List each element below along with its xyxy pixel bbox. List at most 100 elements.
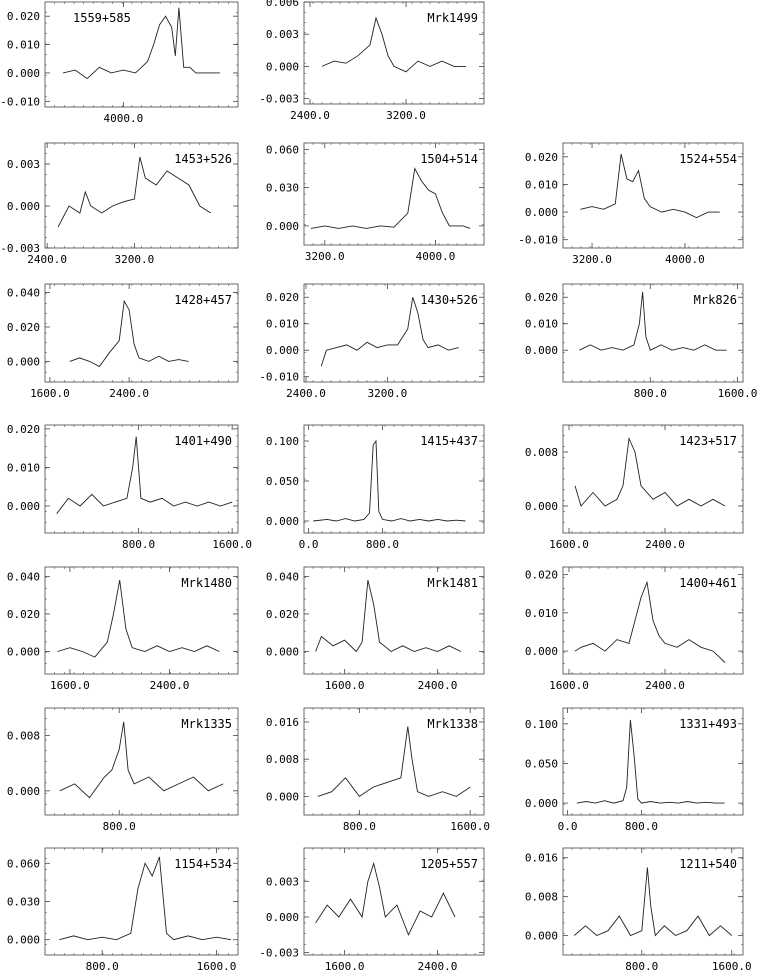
x-tick-label: 2400.0: [150, 679, 190, 692]
spectrum-panel: 0.000 0.008 1600.0 2400.0 1423+517: [525, 424, 744, 551]
x-tick-label: 1600.0: [712, 960, 752, 972]
panel-title: Mrk1338: [427, 717, 478, 731]
y-tick-label: 0.030: [7, 896, 40, 909]
y-tick-label: 0.030: [266, 182, 299, 195]
y-tick-label: 0.010: [7, 461, 40, 474]
panel-title: 1205+557: [420, 857, 478, 871]
y-tick-label: 0.010: [7, 39, 40, 52]
y-tick-label: 0.000: [266, 515, 299, 528]
x-tick-label: 1600.0: [197, 960, 237, 972]
y-tick-label: 0.020: [7, 608, 40, 621]
x-tick-label: 0.0: [558, 820, 578, 833]
y-tick-label: -0.010: [0, 95, 40, 108]
y-tick-label: 0.000: [7, 200, 40, 213]
minor-ticks: [45, 567, 238, 674]
x-tick-label: 1600.0: [325, 960, 365, 972]
y-tick-label: 0.000: [525, 797, 558, 810]
panel-title: 1524+554: [679, 152, 737, 166]
y-tick-label: 0.060: [266, 143, 299, 156]
x-tick-label: 2400.0: [109, 387, 149, 400]
x-tick-label: 800.0: [625, 820, 658, 833]
spectrum-line: [57, 156, 211, 228]
y-tick-label: 0.020: [7, 423, 40, 436]
spectrum-panel: 0.000 0.020 0.040 1600.0 2400.0 Mrk1480: [7, 566, 239, 692]
y-tick-label: 0.000: [7, 645, 40, 658]
y-tick-label: 0.020: [525, 569, 558, 582]
panel-title: Mrk826: [694, 293, 737, 307]
y-tick-label: 0.010: [266, 318, 299, 331]
x-tick-label: 1600.0: [549, 679, 589, 692]
x-tick-label: 4000.0: [416, 250, 456, 263]
spectrum-panel: -0.010 0.000 0.010 0.020 3200.0 4000.0 1524+55…: [518, 142, 744, 266]
minor-ticks: [563, 848, 743, 955]
spectrum-line: [574, 580, 726, 663]
minor-ticks: [45, 708, 238, 815]
spectrum-panel: 0.000 0.008 800.0 Mrk1335: [7, 707, 239, 833]
y-tick-label: 0.000: [7, 500, 40, 513]
y-tick-label: 0.020: [266, 291, 299, 304]
spectrum-line: [579, 291, 727, 351]
y-tick-label: 0.000: [7, 934, 40, 947]
x-tick-label: 3200.0: [305, 250, 345, 263]
y-tick-label: 0.060: [7, 857, 40, 870]
x-tick-label: 2400.0: [290, 109, 330, 122]
x-tick-label: 1600.0: [718, 387, 758, 400]
x-tick-label: 800.0: [625, 960, 658, 972]
y-tick-label: 0.040: [266, 570, 299, 583]
x-tick-label: 2400.0: [286, 387, 326, 400]
spectrum-line: [320, 297, 459, 367]
spectrum-panel: -0.010 0.000 0.010 0.020 2400.0 3200.0 1430+52…: [259, 283, 485, 400]
y-tick-label: 0.050: [525, 757, 558, 770]
panel-title: Mrk1499: [427, 11, 478, 25]
y-tick-label: 0.010: [525, 178, 558, 191]
minor-ticks: [563, 143, 743, 248]
minor-ticks: [304, 143, 484, 245]
x-tick-label: 0.0: [299, 538, 319, 551]
panel-title: 1331+493: [679, 717, 737, 731]
spectrum-panel: -0.003 0.000 0.003 0.006 2400.0 3200.0 Mrk1499: [259, 0, 485, 122]
y-tick-label: 0.008: [7, 730, 40, 743]
y-tick-label: -0.003: [259, 93, 299, 106]
y-tick-label: 0.000: [7, 785, 40, 798]
y-tick-label: 0.000: [266, 790, 299, 803]
spectrum-panel: 0.000 0.010 0.020 800.0 1600.0 1401+490: [7, 423, 252, 551]
y-tick-label: 0.008: [266, 753, 299, 766]
spectrum-panel: 0.000 0.050 0.100 0.0 800.0 1331+493: [525, 707, 744, 833]
y-tick-label: 0.040: [7, 570, 40, 583]
y-tick-label: 0.000: [266, 645, 299, 658]
x-tick-label: 2400.0: [27, 253, 67, 266]
y-tick-label: 0.010: [525, 318, 558, 331]
minor-ticks: [304, 567, 484, 674]
y-tick-label: 0.000: [266, 344, 299, 357]
y-tick-label: 0.008: [525, 446, 558, 459]
y-tick-label: 0.000: [525, 645, 558, 658]
y-tick-label: 0.020: [266, 608, 299, 621]
x-tick-label: 1600.0: [50, 679, 90, 692]
spectrum-line: [59, 856, 231, 941]
y-tick-label: -0.010: [259, 371, 299, 384]
y-tick-label: 0.006: [266, 0, 299, 9]
minor-ticks: [304, 708, 484, 815]
y-tick-label: 0.010: [525, 607, 558, 620]
x-tick-label: 800.0: [122, 538, 155, 551]
spectrum-line: [576, 719, 725, 804]
panel-title: 1415+437: [420, 434, 478, 448]
y-tick-label: -0.010: [518, 234, 558, 247]
panel-title: 1401+490: [174, 434, 232, 448]
y-tick-label: 0.000: [525, 500, 558, 513]
panel-title: 1400+461: [679, 576, 737, 590]
minor-ticks: [304, 425, 484, 533]
x-tick-label: 4000.0: [665, 253, 705, 266]
x-tick-label: 800.0: [103, 820, 136, 833]
spectrum-line: [574, 436, 726, 507]
x-tick-label: 3200.0: [572, 253, 612, 266]
y-tick-label: 0.020: [7, 10, 40, 23]
panel-title: 1211+540: [679, 857, 737, 871]
y-tick-label: 0.000: [266, 911, 299, 924]
panel-title: Mrk1480: [181, 576, 232, 590]
spectrum-panel: -0.003 0.000 0.003 1600.0 2400.0 1205+557: [259, 847, 485, 972]
y-tick-label: 0.000: [7, 355, 40, 368]
y-tick-label: 0.003: [266, 875, 299, 888]
panel-title: Mrk1335: [181, 717, 232, 731]
